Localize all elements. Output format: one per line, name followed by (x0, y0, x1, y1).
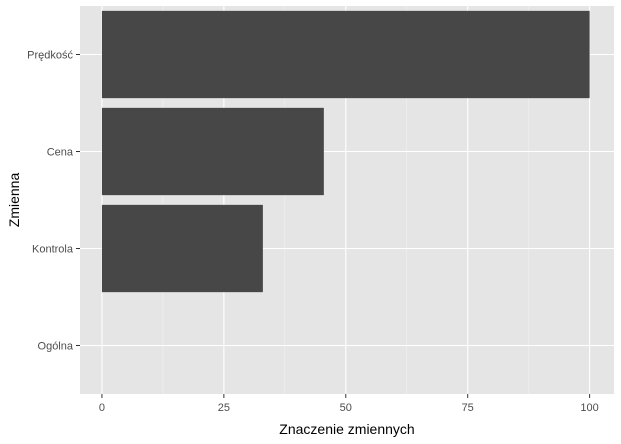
x-tick-label: 25 (218, 402, 230, 414)
y-tick-label: Ogólna (38, 341, 74, 353)
y-axis: Prędkość Cena Kontrola Ogólna (27, 50, 80, 353)
y-tick-label: Kontrola (32, 244, 74, 256)
x-tick-label: 0 (99, 402, 105, 414)
x-tick-label: 50 (340, 402, 352, 414)
y-axis-title: Zmienna (6, 173, 22, 228)
x-tick-label: 100 (580, 402, 598, 414)
bar-3 (101, 204, 263, 293)
bar-1 (101, 10, 590, 99)
x-axis: 0 25 50 75 100 (99, 394, 599, 414)
y-tick-label: Prędkość (27, 50, 73, 62)
x-tick-label: 75 (462, 402, 474, 414)
x-axis-title: Znaczenie zmiennych (279, 421, 414, 437)
bars (101, 10, 590, 293)
y-tick-label: Cena (47, 147, 74, 159)
bar-2 (101, 107, 324, 196)
